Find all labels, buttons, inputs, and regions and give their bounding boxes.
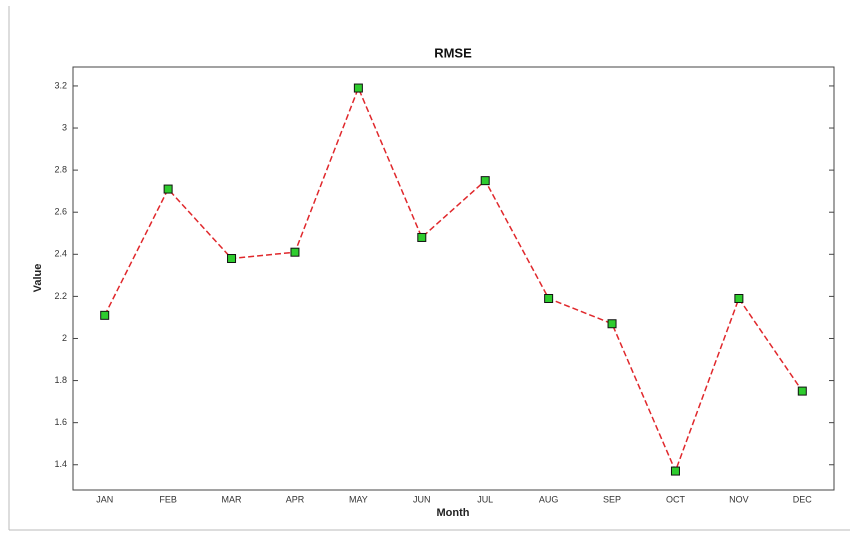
y-tick-label: 2.4 [54,249,67,259]
y-tick-label: 1.6 [54,417,67,427]
data-marker [101,311,109,319]
data-marker [671,467,679,475]
data-marker [481,177,489,185]
y-tick-label: 2.6 [54,207,67,217]
y-tick-label: 1.4 [54,459,67,469]
x-tick-label: MAY [349,494,368,504]
data-marker [545,294,553,302]
x-tick-label: JAN [96,494,113,504]
x-tick-label: FEB [159,494,177,504]
x-tick-label: MAR [222,494,243,504]
data-marker [291,248,299,256]
y-axis-label: Value [32,264,44,293]
y-tick-label: 1.8 [54,375,67,385]
background [0,0,853,535]
x-tick-label: OCT [666,494,686,504]
data-marker [798,387,806,395]
x-tick-label: JUL [477,494,493,504]
y-tick-label: 3.2 [54,80,67,90]
data-marker [354,84,362,92]
data-marker [735,294,743,302]
y-tick-label: 2.8 [54,164,67,174]
chart-title: RMSE [434,45,472,60]
y-tick-label: 3 [62,122,67,132]
x-tick-label: JUN [413,494,431,504]
data-marker [608,320,616,328]
data-marker [228,255,236,263]
x-tick-label: NOV [729,494,749,504]
x-tick-label: SEP [603,494,621,504]
x-tick-label: APR [286,494,305,504]
y-tick-label: 2 [62,333,67,343]
x-tick-label: DEC [793,494,813,504]
y-tick-label: 2.2 [54,291,67,301]
data-marker [164,185,172,193]
x-axis-label: Month [437,507,470,519]
x-tick-label: AUG [539,494,559,504]
chart: RMSE Month Value 1.4 1.6 1.8 2 2.2 2.4 2.6 2.8 3… [0,0,853,535]
data-marker [418,233,426,241]
